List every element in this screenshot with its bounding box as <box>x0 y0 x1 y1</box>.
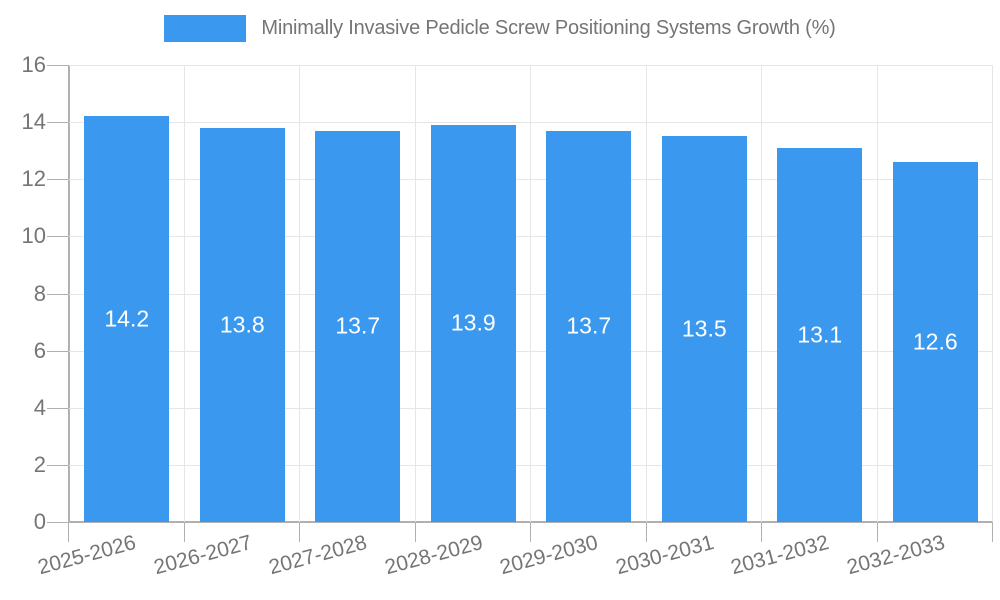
gridline-horizontal <box>69 122 993 124</box>
x-axis-tick <box>530 522 531 542</box>
x-axis-label: 2032-2033 <box>844 531 948 580</box>
plot-area: 0 2 4 6 8 10 12 14 16 14.2 13.8 13.7 13.9 13.7 13.5 13.… <box>22 52 993 542</box>
x-axis-label: 2029-2030 <box>497 531 601 580</box>
chart-title: Minimally Invasive Pedicle Screw Positio… <box>261 17 836 39</box>
y-axis-tick <box>47 522 69 523</box>
bar-value-label: 13.5 <box>681 315 727 342</box>
bar-value-label: 14.2 <box>104 305 150 332</box>
y-axis-tick <box>47 293 69 295</box>
gridline-horizontal <box>69 350 993 352</box>
x-axis-tick <box>68 522 69 542</box>
gridline-horizontal <box>69 236 993 238</box>
y-axis-tick <box>47 179 69 181</box>
y-axis-tick <box>47 464 69 466</box>
y-axis-tick <box>47 236 69 238</box>
gridline-vertical <box>761 65 762 522</box>
bar-value-label: 13.9 <box>450 309 496 336</box>
bar-value-label: 13.7 <box>335 312 381 339</box>
x-axis-label: 2025-2026 <box>35 531 139 580</box>
x-axis-tick <box>414 522 416 542</box>
gridline-horizontal <box>69 464 993 466</box>
gridline-vertical <box>414 65 416 522</box>
bar[interactable]: 13.7 <box>315 130 401 522</box>
y-axis-tick <box>47 407 69 409</box>
y-axis-label: 16 <box>21 52 46 77</box>
bar[interactable]: 13.9 <box>430 124 516 522</box>
x-axis-label: 2030-2031 <box>613 531 717 580</box>
x-axis-tick <box>992 522 993 542</box>
y-axis-tick <box>47 122 69 124</box>
bar[interactable]: 14.2 <box>84 116 170 522</box>
x-axis-labels: 2025-2026 2026-2027 2027-2028 2028-2029 2029… <box>36 522 993 600</box>
gridline-horizontal <box>69 293 993 295</box>
chart-legend[interactable]: Minimally Invasive Pedicle Screw Positio… <box>0 15 1000 42</box>
y-axis-label: 6 <box>33 337 46 363</box>
y-axis-tick <box>47 350 69 352</box>
bar-value-label: 13.1 <box>797 321 843 348</box>
y-axis-tick <box>47 65 69 66</box>
bar[interactable]: 13.5 <box>661 136 747 522</box>
x-axis-tick <box>645 522 647 542</box>
gridline-vertical <box>992 65 993 522</box>
y-axis-label: 0 <box>33 509 46 534</box>
x-axis-tick <box>876 522 878 542</box>
bar[interactable]: 13.8 <box>199 127 285 522</box>
bar[interactable]: 13.7 <box>546 130 632 522</box>
y-axis-label: 10 <box>21 223 46 249</box>
gridline-vertical <box>645 65 647 522</box>
x-axis-label: 2027-2028 <box>266 531 370 580</box>
x-axis-label: 2031-2032 <box>728 531 832 580</box>
x-axis-tick <box>299 522 300 542</box>
x-axis-tick <box>183 522 185 542</box>
gridline-vertical <box>876 65 878 522</box>
x-axis-label: 2026-2027 <box>151 531 255 580</box>
bar-value-label: 12.6 <box>912 328 958 355</box>
x-axis-label: 2028-2029 <box>382 531 486 580</box>
gridline-vertical <box>530 65 531 522</box>
gridline-horizontal <box>69 65 993 66</box>
gridline-horizontal <box>69 179 993 181</box>
legend-swatch[interactable] <box>164 15 247 42</box>
y-axis-label: 2 <box>33 451 46 477</box>
bar-value-label: 13.8 <box>219 311 265 338</box>
gridline-vertical <box>299 65 300 522</box>
y-axis-label: 8 <box>33 280 46 306</box>
gridline-horizontal <box>69 407 993 409</box>
bar[interactable]: 13.1 <box>777 147 863 522</box>
x-axis-tick <box>761 522 762 542</box>
y-axis-label: 12 <box>21 166 46 192</box>
bar-value-label: 13.7 <box>566 312 612 339</box>
gridline-vertical <box>183 65 185 522</box>
y-axis-label: 4 <box>33 394 46 420</box>
y-axis-label: 14 <box>21 109 46 135</box>
bar[interactable]: 12.6 <box>892 162 978 522</box>
